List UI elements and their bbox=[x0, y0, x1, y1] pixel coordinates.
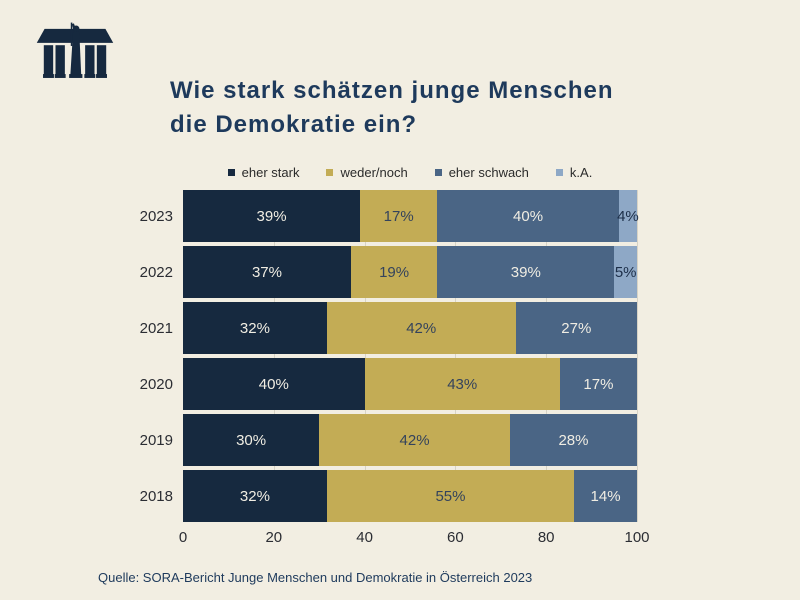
segment-value-label: 42% bbox=[399, 431, 430, 449]
gridline bbox=[455, 190, 457, 522]
segment-value-label: 42% bbox=[406, 319, 437, 337]
segment-value-label: 17% bbox=[583, 375, 614, 393]
bar-segment-eher-stark: 32% bbox=[183, 302, 327, 354]
segment-value-label: 14% bbox=[590, 487, 621, 505]
year-label: 2022 bbox=[139, 263, 173, 281]
bar-segment-eher-schwach: 27% bbox=[515, 302, 637, 354]
x-tick-label: 20 bbox=[265, 529, 283, 546]
stacked-bar: 32% 42% 27% bbox=[183, 302, 637, 354]
legend-label: eher schwach bbox=[448, 164, 529, 180]
parliament-logo bbox=[36, 22, 114, 84]
legend-swatch-weder-noch bbox=[326, 168, 334, 176]
page-title: Wie stark schätzen junge Menschen die De… bbox=[170, 74, 614, 142]
bar-row: 2018 32% 55% 14% bbox=[140, 470, 638, 522]
bar-segment-weder-noch: 43% bbox=[364, 358, 560, 410]
x-tick-label: 100 bbox=[624, 529, 650, 546]
x-tick-label: 60 bbox=[447, 529, 464, 546]
plot-area: 2023 39% 17% 40% 4% 2022 37% 19% 39% 5% 2021 32% 42%… bbox=[140, 190, 639, 522]
gridline bbox=[637, 190, 638, 522]
stacked-bar: 32% 55% 14% bbox=[183, 470, 638, 522]
legend-label: weder/noch bbox=[340, 164, 408, 180]
segment-value-label: 37% bbox=[251, 263, 282, 281]
bar-segment-eher-schwach: 39% bbox=[437, 246, 615, 298]
year-label: 2018 bbox=[139, 487, 173, 505]
segment-value-label: 40% bbox=[513, 207, 544, 225]
legend-label: eher stark bbox=[241, 164, 300, 180]
legend-item-eher-schwach: eher schwach bbox=[434, 164, 529, 180]
bar-segment-weder-noch: 19% bbox=[350, 246, 438, 298]
legend-swatch-ka bbox=[555, 168, 563, 176]
bar-segment-weder-noch: 55% bbox=[326, 470, 575, 522]
bar-segment-weder-noch: 42% bbox=[319, 414, 510, 466]
bar-segment-k-a-: 4% bbox=[617, 190, 639, 242]
title-line-2: die Demokratie ein? bbox=[170, 111, 418, 138]
bar-row: 2020 40% 43% 17% bbox=[140, 358, 637, 410]
gridline bbox=[546, 190, 548, 522]
segment-value-label: 40% bbox=[258, 375, 289, 393]
legend-item-eher-stark: eher stark bbox=[227, 164, 300, 180]
title-line-1: Wie stark schätzen junge Menschen bbox=[170, 77, 614, 104]
bar-segment-eher-stark: 30% bbox=[183, 414, 320, 466]
bar-segment-eher-schwach: 17% bbox=[559, 358, 637, 410]
bar-segment-eher-schwach: 40% bbox=[437, 190, 619, 242]
segment-value-label: 39% bbox=[510, 263, 541, 281]
bar-segment-eher-stark: 32% bbox=[183, 470, 327, 522]
legend-swatch-eher-schwach bbox=[434, 168, 442, 176]
bar-row: 2023 39% 17% 40% 4% bbox=[140, 190, 639, 242]
year-label: 2023 bbox=[139, 207, 173, 225]
bar-segment-eher-schwach: 14% bbox=[574, 470, 638, 522]
x-tick-label: 0 bbox=[178, 529, 188, 546]
bar-row: 2022 37% 19% 39% 5% bbox=[140, 246, 638, 298]
bar-segment-k-a-: 5% bbox=[614, 246, 638, 298]
segment-value-label: 32% bbox=[239, 319, 270, 337]
segment-value-label: 5% bbox=[614, 263, 637, 281]
parliament-icon bbox=[36, 22, 114, 78]
segment-value-label: 30% bbox=[236, 431, 267, 449]
segment-value-label: 19% bbox=[379, 263, 410, 281]
stacked-bar: 40% 43% 17% bbox=[183, 358, 637, 410]
segment-value-label: 4% bbox=[617, 207, 639, 225]
gridline bbox=[364, 190, 366, 522]
segment-value-label: 39% bbox=[256, 207, 287, 225]
segment-value-label: 43% bbox=[447, 375, 478, 393]
bar-segment-weder-noch: 17% bbox=[360, 190, 438, 242]
x-tick-label: 40 bbox=[356, 529, 373, 546]
legend-item-weder-noch: weder/noch bbox=[326, 164, 408, 180]
segment-value-label: 55% bbox=[435, 487, 466, 505]
segment-value-label: 17% bbox=[383, 207, 414, 225]
legend-label: k.A. bbox=[569, 164, 593, 180]
bar-row: 2019 30% 42% 28% bbox=[140, 414, 638, 466]
bar-segment-weder-noch: 42% bbox=[326, 302, 516, 354]
x-axis: 0 20 40 60 80 100 bbox=[179, 529, 650, 549]
year-label: 2021 bbox=[139, 319, 173, 337]
bar-row: 2021 32% 42% 27% bbox=[140, 302, 637, 354]
bar-segment-eher-schwach: 28% bbox=[509, 414, 638, 466]
gridline bbox=[273, 190, 275, 522]
legend-swatch-eher-stark bbox=[227, 168, 235, 176]
stacked-bar: 30% 42% 28% bbox=[183, 414, 638, 466]
year-label: 2019 bbox=[139, 431, 173, 449]
chart-legend: eher stark weder/noch eher schwach k.A. bbox=[183, 163, 637, 181]
bar-segment-eher-stark: 40% bbox=[183, 358, 365, 410]
segment-value-label: 32% bbox=[239, 487, 270, 505]
stacked-bar: 39% 17% 40% 4% bbox=[183, 190, 639, 242]
bar-segment-eher-stark: 37% bbox=[183, 246, 351, 298]
source-note: Quelle: SORA-Bericht Junge Menschen und … bbox=[98, 570, 533, 585]
year-label: 2020 bbox=[139, 375, 173, 393]
segment-value-label: 28% bbox=[558, 431, 589, 449]
stacked-bar: 37% 19% 39% 5% bbox=[183, 246, 638, 298]
segment-value-label: 27% bbox=[561, 319, 592, 337]
legend-item-ka: k.A. bbox=[555, 164, 593, 180]
bar-segment-eher-stark: 39% bbox=[183, 190, 361, 242]
x-tick-label: 80 bbox=[537, 529, 555, 546]
